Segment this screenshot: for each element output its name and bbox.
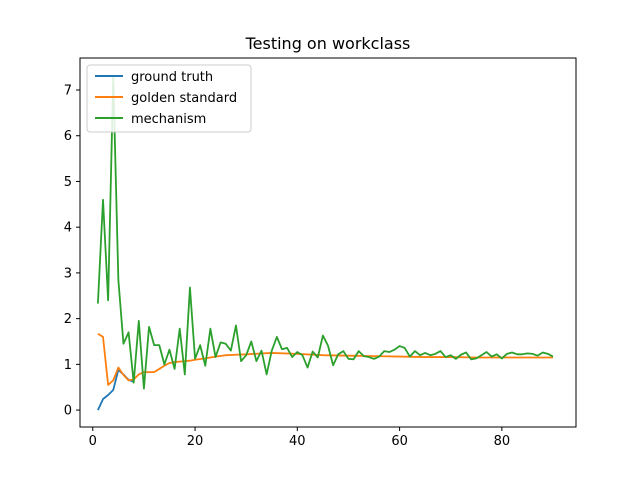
legend-label: ground truth (131, 70, 213, 85)
x-tick-label: 60 (391, 434, 408, 449)
series-line-2 (97, 75, 554, 390)
x-tick-label: 20 (187, 434, 204, 449)
y-tick-label: 3 (64, 266, 72, 281)
x-tick-label: 80 (494, 434, 511, 449)
series-line-1 (97, 332, 553, 386)
x-tick-label: 0 (89, 434, 97, 449)
legend: ground truth golden standard mechanism (86, 64, 252, 133)
x-tick-label: 40 (289, 434, 306, 449)
y-tick-label: 4 (64, 221, 72, 236)
y-tick-label: 0 (64, 404, 72, 419)
y-tick-label: 1 (64, 358, 72, 373)
legend-label: mechanism (131, 112, 206, 127)
y-tick-label: 5 (64, 175, 72, 190)
plot-frame (79, 57, 577, 428)
legend-label: golden standard (131, 91, 237, 106)
series-lines (97, 75, 554, 411)
legend-box (86, 64, 252, 133)
y-tick-label: 2 (64, 312, 72, 327)
x-axis: 0 20 40 60 80 (89, 427, 510, 449)
y-tick-label: 6 (64, 129, 72, 144)
y-tick-label: 7 (64, 84, 72, 99)
y-axis: 0 1 2 3 4 5 6 7 (64, 84, 80, 419)
chart-title: Testing on workclass (245, 34, 411, 53)
